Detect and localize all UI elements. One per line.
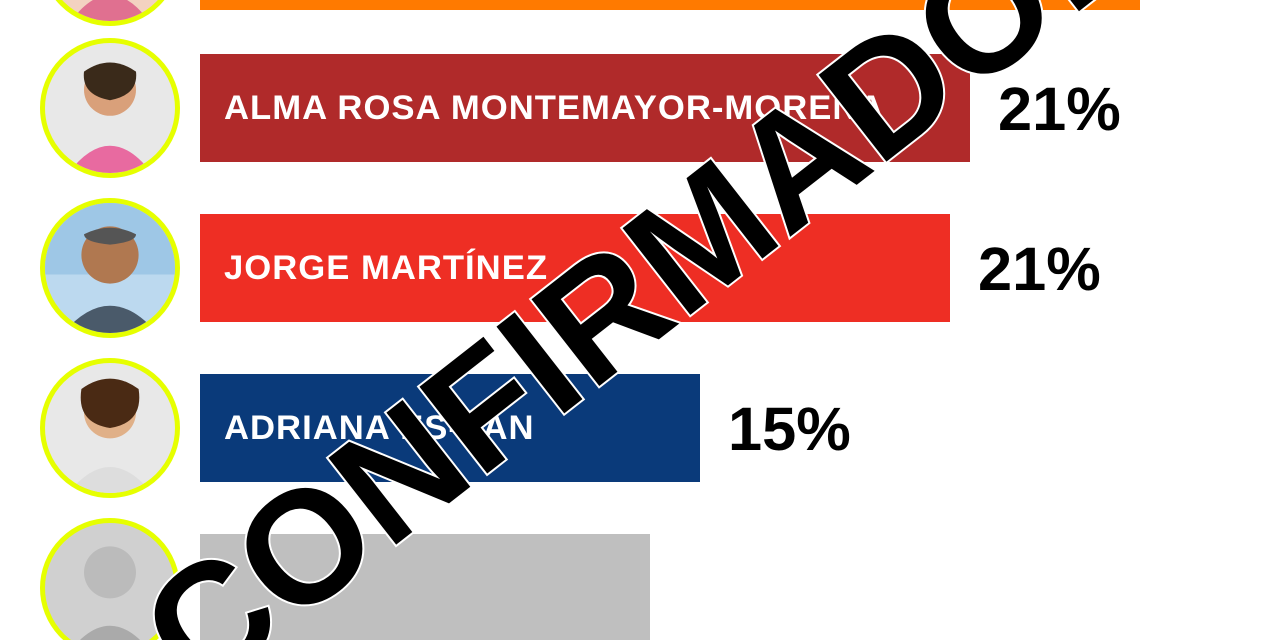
bar-wrap xyxy=(200,0,1272,10)
poll-bar xyxy=(200,0,1140,10)
poll-bar: JORGE MARTÍNEZ xyxy=(200,214,950,322)
poll-row: JORGE MARTÍNEZ 21% xyxy=(0,192,1272,344)
poll-percent: 21% xyxy=(978,233,1101,304)
person-icon xyxy=(45,203,175,333)
candidate-avatar xyxy=(40,0,180,26)
poll-bar-chart: ALMA ROSA MONTEMAYOR-MORENA 21% JORGE MA… xyxy=(0,0,1272,640)
poll-percent: 15% xyxy=(728,393,851,464)
person-icon xyxy=(45,363,175,493)
person-icon xyxy=(45,523,175,640)
poll-row xyxy=(0,0,1272,32)
candidate-label: JORGE MARTÍNEZ xyxy=(224,249,548,288)
poll-bar: ADRIANA ES-PAN xyxy=(200,374,700,482)
candidate-avatar xyxy=(40,38,180,178)
bar-wrap: ALMA ROSA MONTEMAYOR-MORENA 21% xyxy=(200,54,1272,162)
person-icon xyxy=(45,43,175,173)
poll-bar: ALMA ROSA MONTEMAYOR-MORENA xyxy=(200,54,970,162)
candidate-avatar xyxy=(40,358,180,498)
bar-wrap: ADRIANA ES-PAN 15% xyxy=(200,374,1272,482)
poll-row: ADRIANA ES-PAN 15% xyxy=(0,352,1272,504)
poll-row: ALMA ROSA MONTEMAYOR-MORENA 21% xyxy=(0,32,1272,184)
candidate-label: ADRIANA ES-PAN xyxy=(224,409,535,448)
candidate-avatar xyxy=(40,198,180,338)
candidate-label: ALMA ROSA MONTEMAYOR-MORENA xyxy=(224,89,884,128)
poll-percent: 21% xyxy=(998,73,1121,144)
bar-wrap xyxy=(200,534,1272,640)
person-icon xyxy=(45,0,175,21)
poll-row xyxy=(0,512,1272,640)
bar-wrap: JORGE MARTÍNEZ 21% xyxy=(200,214,1272,322)
candidate-avatar xyxy=(40,518,180,640)
poll-bar xyxy=(200,534,650,640)
